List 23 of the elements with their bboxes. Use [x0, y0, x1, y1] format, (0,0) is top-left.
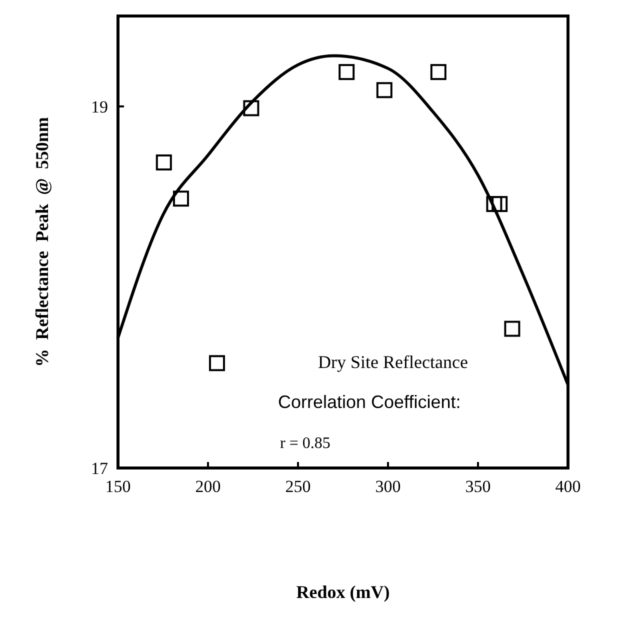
point	[486, 196, 502, 212]
y-tick-label: 19	[91, 97, 108, 116]
point	[156, 154, 172, 170]
point	[173, 190, 189, 207]
point	[492, 196, 508, 212]
point	[430, 64, 446, 80]
point	[243, 100, 260, 116]
x-axis-title: Redox (mV)	[296, 582, 390, 602]
point	[209, 355, 225, 372]
annotation: r = 0.85	[280, 435, 330, 452]
annotation: Dry Site Reflectance	[318, 352, 468, 372]
x-tick-label: 250	[285, 477, 311, 496]
x-tick-label: 350	[465, 477, 491, 496]
x-tick-label: 300	[375, 477, 401, 496]
x-tick-label: 200	[195, 477, 221, 496]
annotation: Correlation Coefficient:	[278, 392, 461, 412]
point	[504, 320, 520, 337]
x-tick-label: 150	[105, 477, 131, 496]
y-tick-label: 17	[91, 459, 108, 478]
point	[376, 82, 392, 98]
x-tick-label: 400	[555, 477, 581, 496]
y-axis-title: % Reflectance Peak @ 550nm	[32, 117, 52, 367]
point	[338, 64, 355, 80]
